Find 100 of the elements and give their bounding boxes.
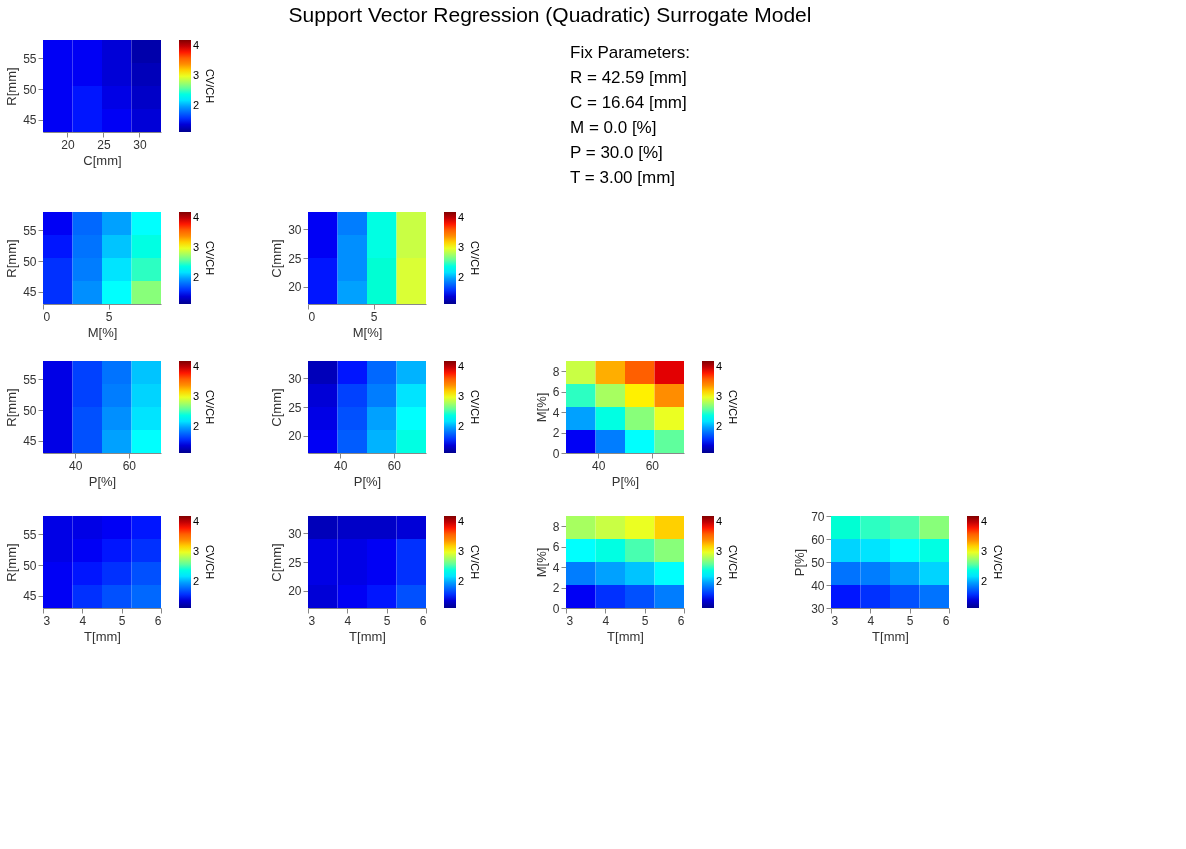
color-bar-label: 2	[193, 99, 200, 112]
y-axis-title: C[mm]	[269, 543, 285, 582]
x-tick-label: 6	[942, 613, 950, 628]
color-bar-label: 4	[716, 360, 723, 373]
y-tick-label: 25	[288, 555, 302, 570]
x-tick-label: 5	[641, 613, 649, 628]
x-tick-label: 5	[383, 613, 391, 628]
x-tick-label: 3	[831, 613, 839, 628]
x-tick-label: 5	[906, 613, 914, 628]
x-axis-title: M[%]	[352, 324, 383, 340]
color-bar-label: 4	[193, 211, 200, 224]
color-bar-label: 2	[193, 575, 200, 588]
x-tick-label: 40	[69, 458, 83, 473]
x-tick-label: 3	[308, 613, 316, 628]
x-axis-title: P[%]	[611, 473, 640, 489]
color-bar-label: 3	[193, 545, 200, 558]
color-bar-label: 4	[193, 360, 200, 373]
y-tick-label: 55	[23, 51, 37, 66]
y-tick-label: 20	[288, 584, 302, 599]
y-axis-title: R[mm]	[4, 239, 20, 278]
x-axis-title: T[mm]	[349, 628, 386, 644]
color-bar-label: 3	[458, 545, 465, 558]
color-bar-title: CV/CH	[204, 240, 216, 276]
y-tick-label: 25	[288, 400, 302, 415]
color-bar-label: 3	[193, 390, 200, 403]
x-tick-label: 4	[867, 613, 875, 628]
y-tick-label: 30	[288, 526, 302, 541]
y-tick-label: 25	[288, 251, 302, 266]
y-tick-label: 20	[288, 429, 302, 444]
y-tick-label: 60	[811, 532, 825, 547]
color-bar-label: 3	[193, 69, 200, 82]
x-tick-label: 3	[566, 613, 574, 628]
color-bar-title: CV/CH	[204, 544, 216, 580]
color-bar-title: CV/CH	[992, 544, 1004, 580]
color-bar-label: 4	[193, 515, 200, 528]
y-tick-label: 30	[288, 222, 302, 237]
y-axis-title: P[%]	[792, 548, 808, 577]
x-tick-label: 6	[419, 613, 427, 628]
y-axis-title: M[%]	[533, 392, 549, 423]
color-bar-label: 2	[716, 575, 723, 588]
color-bar-label: 4	[981, 515, 988, 528]
y-axis-title: R[mm]	[4, 543, 20, 582]
x-axis-title: T[mm]	[84, 628, 121, 644]
color-bar-label: 2	[458, 271, 465, 284]
color-bar-label: 4	[458, 515, 465, 528]
color-bar-label: 4	[716, 515, 723, 528]
y-tick-label: 0	[552, 601, 560, 616]
y-axis-title: C[mm]	[269, 239, 285, 278]
color-bar-title: CV/CH	[469, 389, 481, 425]
color-bar-title: CV/CH	[469, 240, 481, 276]
x-axis-title: M[%]	[87, 324, 118, 340]
y-tick-label: 8	[552, 364, 560, 379]
x-axis-title: T[mm]	[607, 628, 644, 644]
text: M = 0.0 [%]	[570, 117, 657, 137]
y-axis-title: M[%]	[533, 547, 549, 578]
x-tick-label: 4	[344, 613, 352, 628]
y-tick-label: 30	[288, 371, 302, 386]
y-tick-label: 4	[552, 560, 560, 575]
x-tick-label: 6	[154, 613, 162, 628]
x-axis-title: T[mm]	[872, 628, 909, 644]
color-bar-label: 2	[193, 271, 200, 284]
color-bar-label: 2	[458, 420, 465, 433]
x-tick-label: 25	[97, 137, 111, 152]
x-tick-label: 4	[602, 613, 610, 628]
y-tick-label: 6	[552, 540, 560, 555]
text: R = 42.59 [mm]	[570, 67, 687, 87]
x-tick-label: 30	[133, 137, 147, 152]
x-tick-label: 3	[43, 613, 51, 628]
y-tick-label: 6	[552, 385, 560, 400]
x-tick-label: 60	[122, 458, 137, 473]
color-bar-label: 3	[716, 390, 723, 403]
x-tick-label: 4	[79, 613, 87, 628]
x-axis-title: P[%]	[353, 473, 382, 489]
color-bar-label: 3	[458, 390, 465, 403]
text: P = 30.0 [%]	[570, 142, 663, 162]
color-bar-label: 2	[458, 575, 465, 588]
y-axis-title: C[mm]	[269, 388, 285, 427]
y-axis-title: R[mm]	[4, 388, 20, 427]
x-tick-label: 60	[645, 458, 660, 473]
color-bar-title: CV/CH	[727, 544, 739, 580]
x-tick-label: 6	[677, 613, 685, 628]
y-tick-label: 50	[23, 558, 37, 573]
color-bar-label: 3	[716, 545, 723, 558]
y-tick-label: 4	[552, 405, 560, 420]
y-tick-label: 45	[23, 285, 37, 300]
y-tick-label: 2	[552, 581, 560, 596]
x-tick-label: 20	[61, 137, 75, 152]
y-tick-label: 2	[552, 426, 560, 441]
x-axis-title: C[mm]	[83, 152, 122, 168]
y-tick-label: 45	[23, 589, 37, 604]
text: Support Vector Regression (Quadratic) Surrogate Model	[288, 3, 812, 26]
color-bar-label: 4	[458, 360, 465, 373]
text: C = 16.64 [mm]	[570, 92, 687, 112]
x-tick-label: 5	[105, 309, 113, 324]
x-axis-title: P[%]	[88, 473, 117, 489]
y-tick-label: 45	[23, 434, 37, 449]
y-tick-label: 8	[552, 519, 560, 534]
color-bar-label: 3	[981, 545, 988, 558]
x-tick-label: 5	[118, 613, 126, 628]
y-tick-label: 30	[811, 601, 825, 616]
